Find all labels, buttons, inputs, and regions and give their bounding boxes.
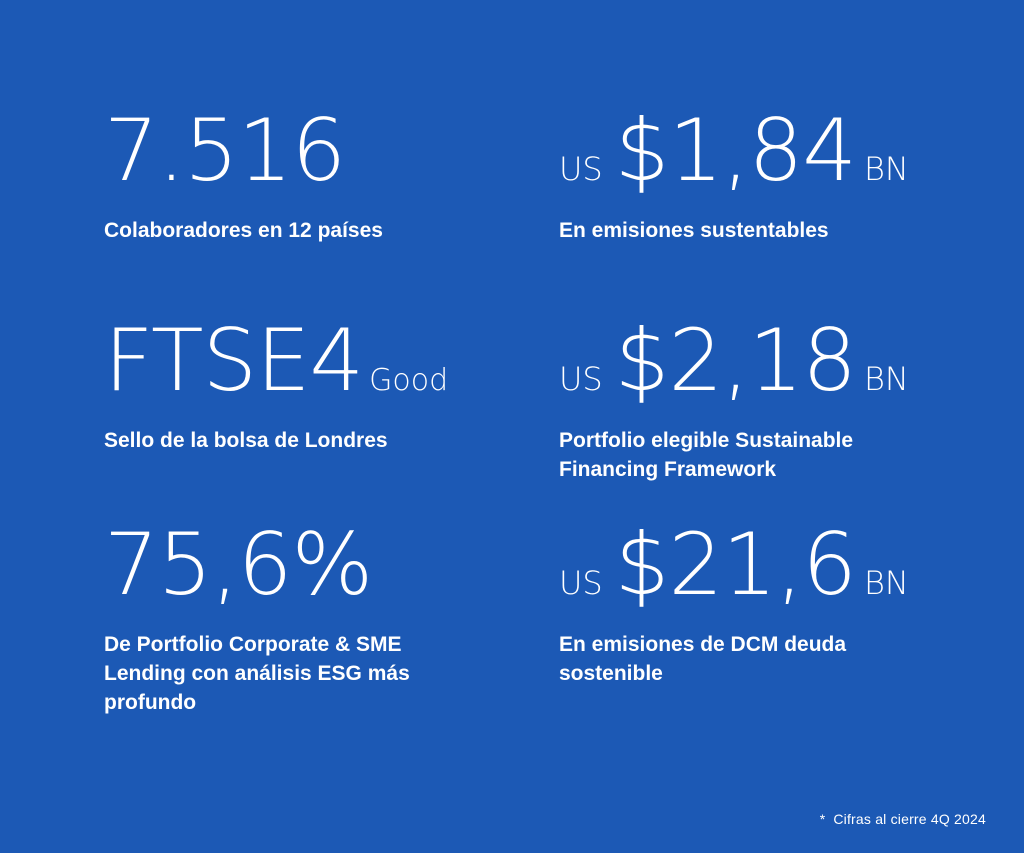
footnote-text: Cifras al cierre 4Q 2024 xyxy=(833,811,986,827)
stat-value: 75,6% xyxy=(104,515,373,615)
stat-figure: US $2,18 BN xyxy=(559,318,959,424)
unit-suffix: BN xyxy=(863,150,909,188)
stat-sustainable-issuance: US $1,84 BN En emisiones sustentables xyxy=(559,108,959,245)
stat-ftse4good: FTSE4 Good Sello de la bolsa de Londres xyxy=(104,318,504,455)
stat-figure: US $1,84 BN xyxy=(559,108,959,214)
stat-figure: FTSE4 Good xyxy=(104,318,504,424)
currency-prefix: US xyxy=(559,564,603,602)
stat-caption: En emisiones sustentables xyxy=(559,219,829,242)
stat-esg-analysis: 75,6% De Portfolio Corporate & SME Lendi… xyxy=(104,522,504,717)
unit-suffix: BN xyxy=(863,360,909,398)
footnote: * Cifras al cierre 4Q 2024 xyxy=(820,811,986,827)
stat-caption: En emisiones de DCM deuda sostenible xyxy=(559,633,847,685)
stat-caption: Portfolio elegible Sustainable Financing… xyxy=(559,429,854,481)
stat-dcm-issuance: US $21,6 BN En emisiones de DCM deuda so… xyxy=(559,522,959,688)
stat-employees: 7.516 Colaboradores en 12 países xyxy=(104,108,504,245)
currency-prefix: US xyxy=(559,360,603,398)
stat-value-suffix: Good xyxy=(369,363,449,398)
stat-value: $21,6 xyxy=(614,515,857,615)
stat-figure: 75,6% xyxy=(104,522,504,628)
unit-suffix: BN xyxy=(863,564,909,602)
stat-value: FTSE4 xyxy=(104,311,364,411)
stat-figure: US $21,6 BN xyxy=(559,522,959,628)
currency-prefix: US xyxy=(559,150,603,188)
stat-caption: Sello de la bolsa de Londres xyxy=(104,429,388,452)
footnote-marker: * xyxy=(819,811,826,827)
stat-caption: De Portfolio Corporate & SME Lending con… xyxy=(104,633,410,714)
stat-figure: 7.516 xyxy=(104,108,504,214)
stat-value: 7.516 xyxy=(104,101,346,201)
stat-value: $1,84 xyxy=(614,101,857,201)
stat-caption: Colaboradores en 12 países xyxy=(104,219,383,242)
stat-eligible-portfolio: US $2,18 BN Portfolio elegible Sustainab… xyxy=(559,318,959,484)
stat-value: $2,18 xyxy=(614,311,857,411)
